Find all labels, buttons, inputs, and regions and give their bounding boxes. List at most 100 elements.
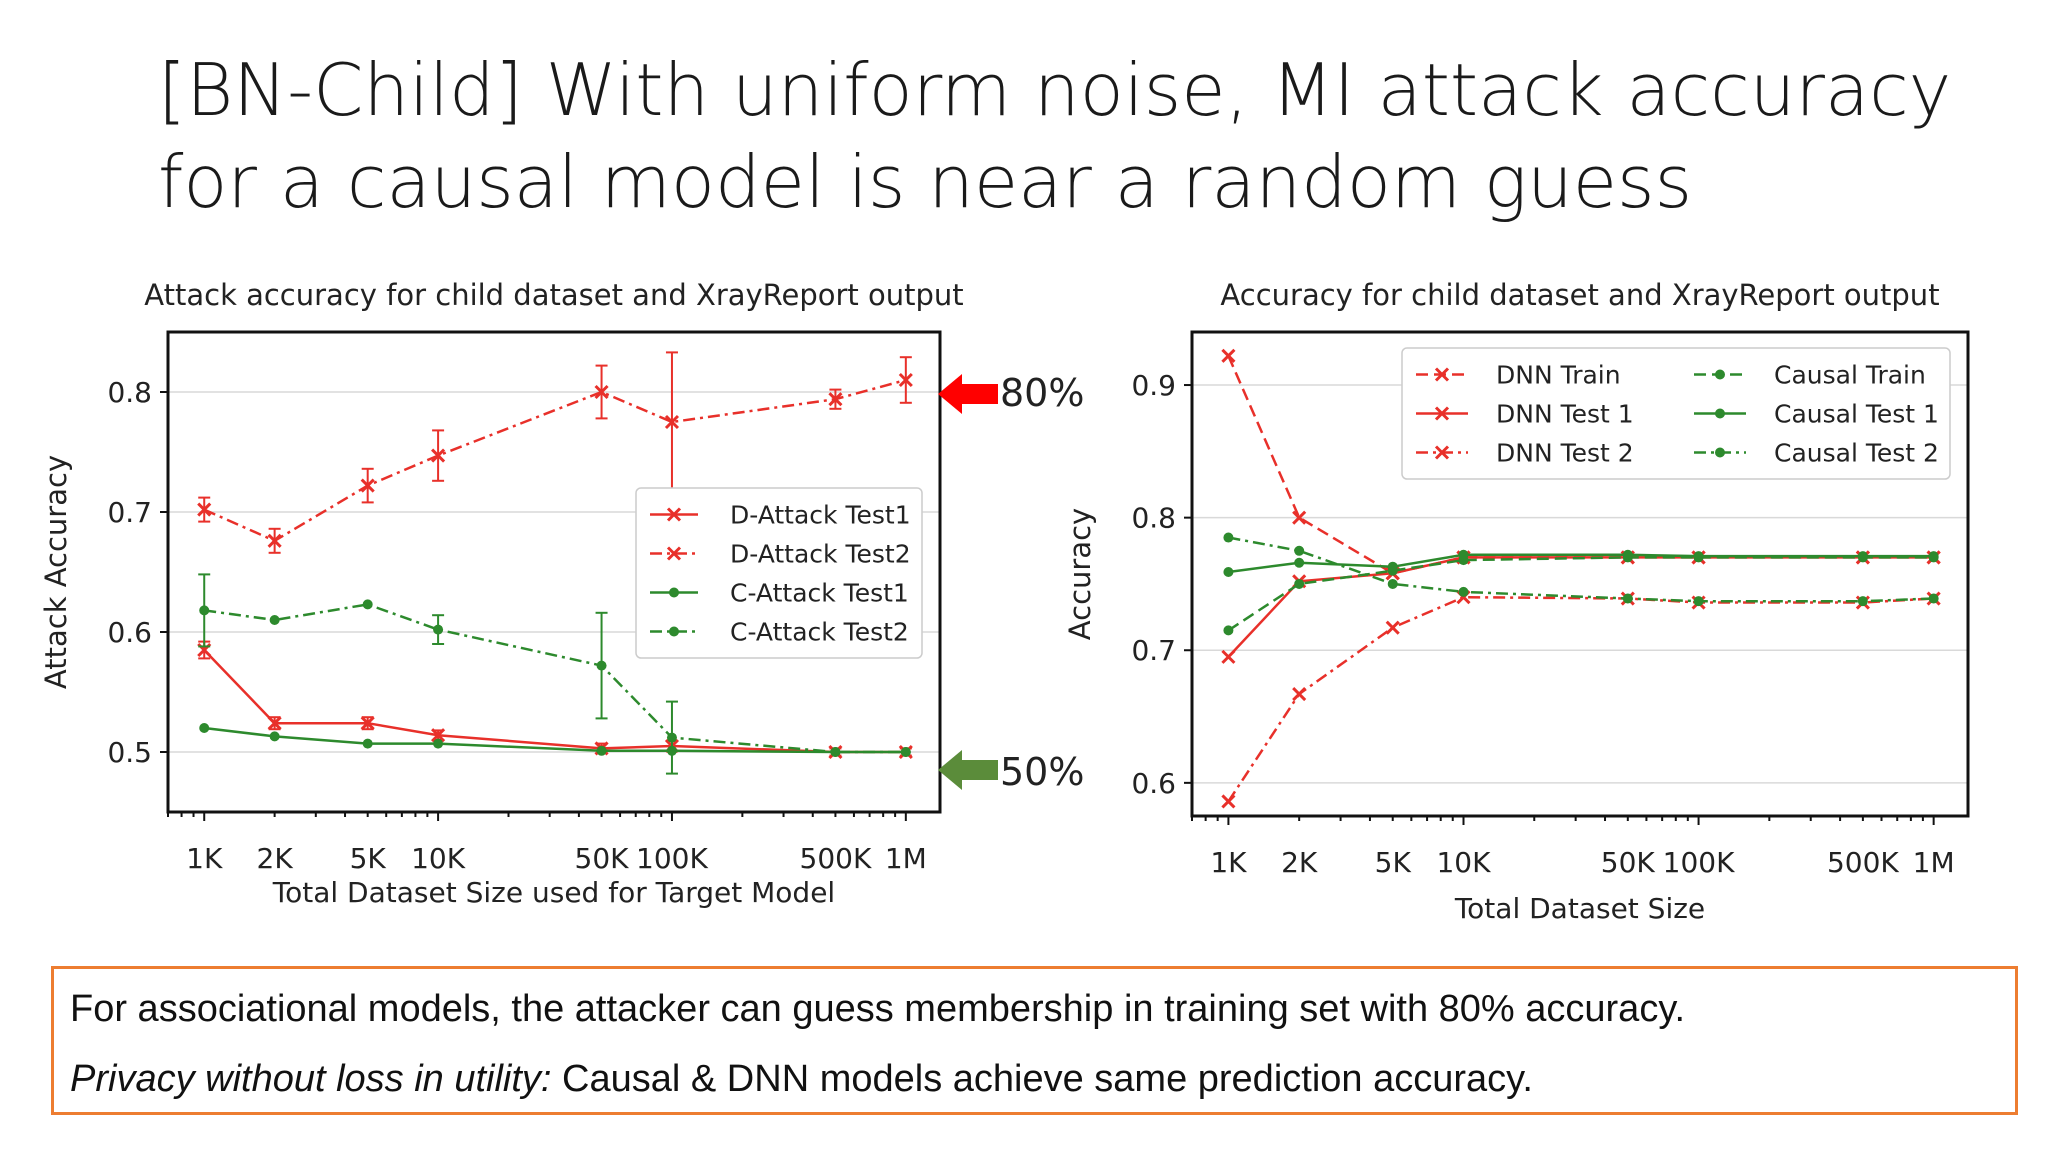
y-axis-label: Accuracy [1063,508,1097,640]
data-point [1857,551,1868,562]
callout-line-2: Privacy without loss in utility: Causal … [70,1053,1999,1105]
legend-label: Causal Test 2 [1774,439,1939,468]
series-line [1227,556,1934,632]
x-axis-label: Total Dataset Size used for Target Model [272,876,835,909]
legend-marker [669,587,679,598]
data-point [199,723,210,733]
prediction-accuracy-chart: Accuracy for child dataset and XrayRepor… [1063,278,1970,925]
series-line [1227,595,1934,803]
legend-marker [1715,408,1725,419]
legend-label: D-Attack Test1 [730,501,911,530]
title-line-2: for a causal model is near a random gues… [158,140,1693,224]
x-tick-label: 1K [1210,846,1247,879]
legend-marker [1434,367,1450,382]
x-tick-label: 50K [1601,846,1656,879]
data-point [433,738,444,749]
legend-item: D-Attack Test1 [650,501,911,530]
data-point [199,605,210,616]
callout-line-2-italic: Privacy without loss in utility: [70,1058,552,1100]
data-point [1387,561,1398,572]
y-axis-label: Attack Accuracy [39,455,73,689]
legend-label: C-Attack Test2 [730,618,909,647]
x-tick-label: 500K [800,842,872,875]
data-point [1221,348,1236,363]
y-tick-label: 0.7 [1131,634,1176,667]
legend-label: C-Attack Test1 [730,579,909,608]
x-tick-label: 10K [411,842,466,875]
data-point [1693,596,1704,607]
data-point [1294,545,1305,556]
series-2 [1221,590,1941,809]
x-tick-label: 1M [885,842,927,875]
data-point [197,502,212,517]
data-point [1622,593,1633,604]
legend-box [1401,347,1951,480]
legend-label: Causal Train [1774,361,1926,390]
series-line [1228,553,1934,574]
legend-label: DNN Train [1496,361,1621,390]
data-point [1294,578,1305,589]
title-line-1: [BN-Child] With uniform noise, MI attack… [158,48,1952,132]
x-tick-label: 5K [1375,846,1412,879]
data-point [596,660,607,671]
summary-callout: For associational models, the attacker c… [51,966,2018,1115]
data-point [1622,549,1633,560]
legend-item: C-Attack Test1 [650,579,909,608]
series-4 [1223,549,1939,578]
y-tick-label: 0.5 [107,736,152,769]
legend-marker [1715,447,1725,458]
x-tick-label: 100K [636,842,708,875]
y-tick-label: 0.7 [107,496,152,529]
series-1 [1221,550,1941,664]
y-tick-label: 0.8 [1131,502,1176,535]
legend: D-Attack Test1 D-Attack Test2 C-Attack Tes… [635,487,923,659]
charts-canvas: Attack accuracy for child dataset and Xr… [39,278,1970,925]
data-point [431,448,446,463]
x-tick-label: 2K [1281,846,1318,879]
legend-marker [666,546,682,561]
data-point [269,731,280,742]
data-point [1928,593,1939,604]
data-point [269,615,280,625]
legend-item: Causal Test 2 [1694,439,1939,468]
y-tick-label: 0.6 [107,616,152,649]
data-point [666,732,677,743]
legend-marker [1434,406,1450,421]
x-tick-label: 500K [1827,846,1899,879]
data-point [431,728,446,743]
data-point [1458,586,1469,597]
series-line [203,378,907,543]
y-tick-label: 0.9 [1131,369,1176,402]
data-point [1221,794,1236,809]
data-point [1385,620,1400,635]
x-tick-label: 2K [257,842,294,875]
legend-item: DNN Test 1 [1416,400,1634,429]
legend-item: DNN Train [1416,361,1621,390]
attack-accuracy-chart: Attack accuracy for child dataset and Xr… [39,278,964,909]
data-point [267,716,282,731]
series-line [204,726,906,754]
chart-title: Accuracy for child dataset and XrayRepor… [1220,278,1939,312]
series-line [204,603,906,754]
data-point [594,384,609,400]
callout-line-1: For associational models, the attacker c… [70,988,1686,1030]
chart-title: Attack accuracy for child dataset and Xr… [144,278,963,312]
data-point [267,533,282,548]
legend-item: C-Attack Test2 [650,618,909,647]
legend-item: Causal Train [1694,361,1926,390]
threshold-annotations: 80% 50% [938,371,1084,794]
data-point [1292,686,1307,702]
series-3 [198,573,911,775]
data-point [1387,578,1398,589]
data-point [1928,551,1939,562]
legend-label: DNN Test 1 [1496,400,1634,429]
arrow-80-icon [938,374,998,414]
data-point [900,747,911,757]
series-line [203,649,906,754]
data-point [360,478,375,493]
data-point [1292,510,1307,525]
legend-label: DNN Test 2 [1496,439,1634,468]
data-point [433,624,444,635]
y-tick-label: 0.8 [107,376,152,409]
legend-box [635,487,923,659]
